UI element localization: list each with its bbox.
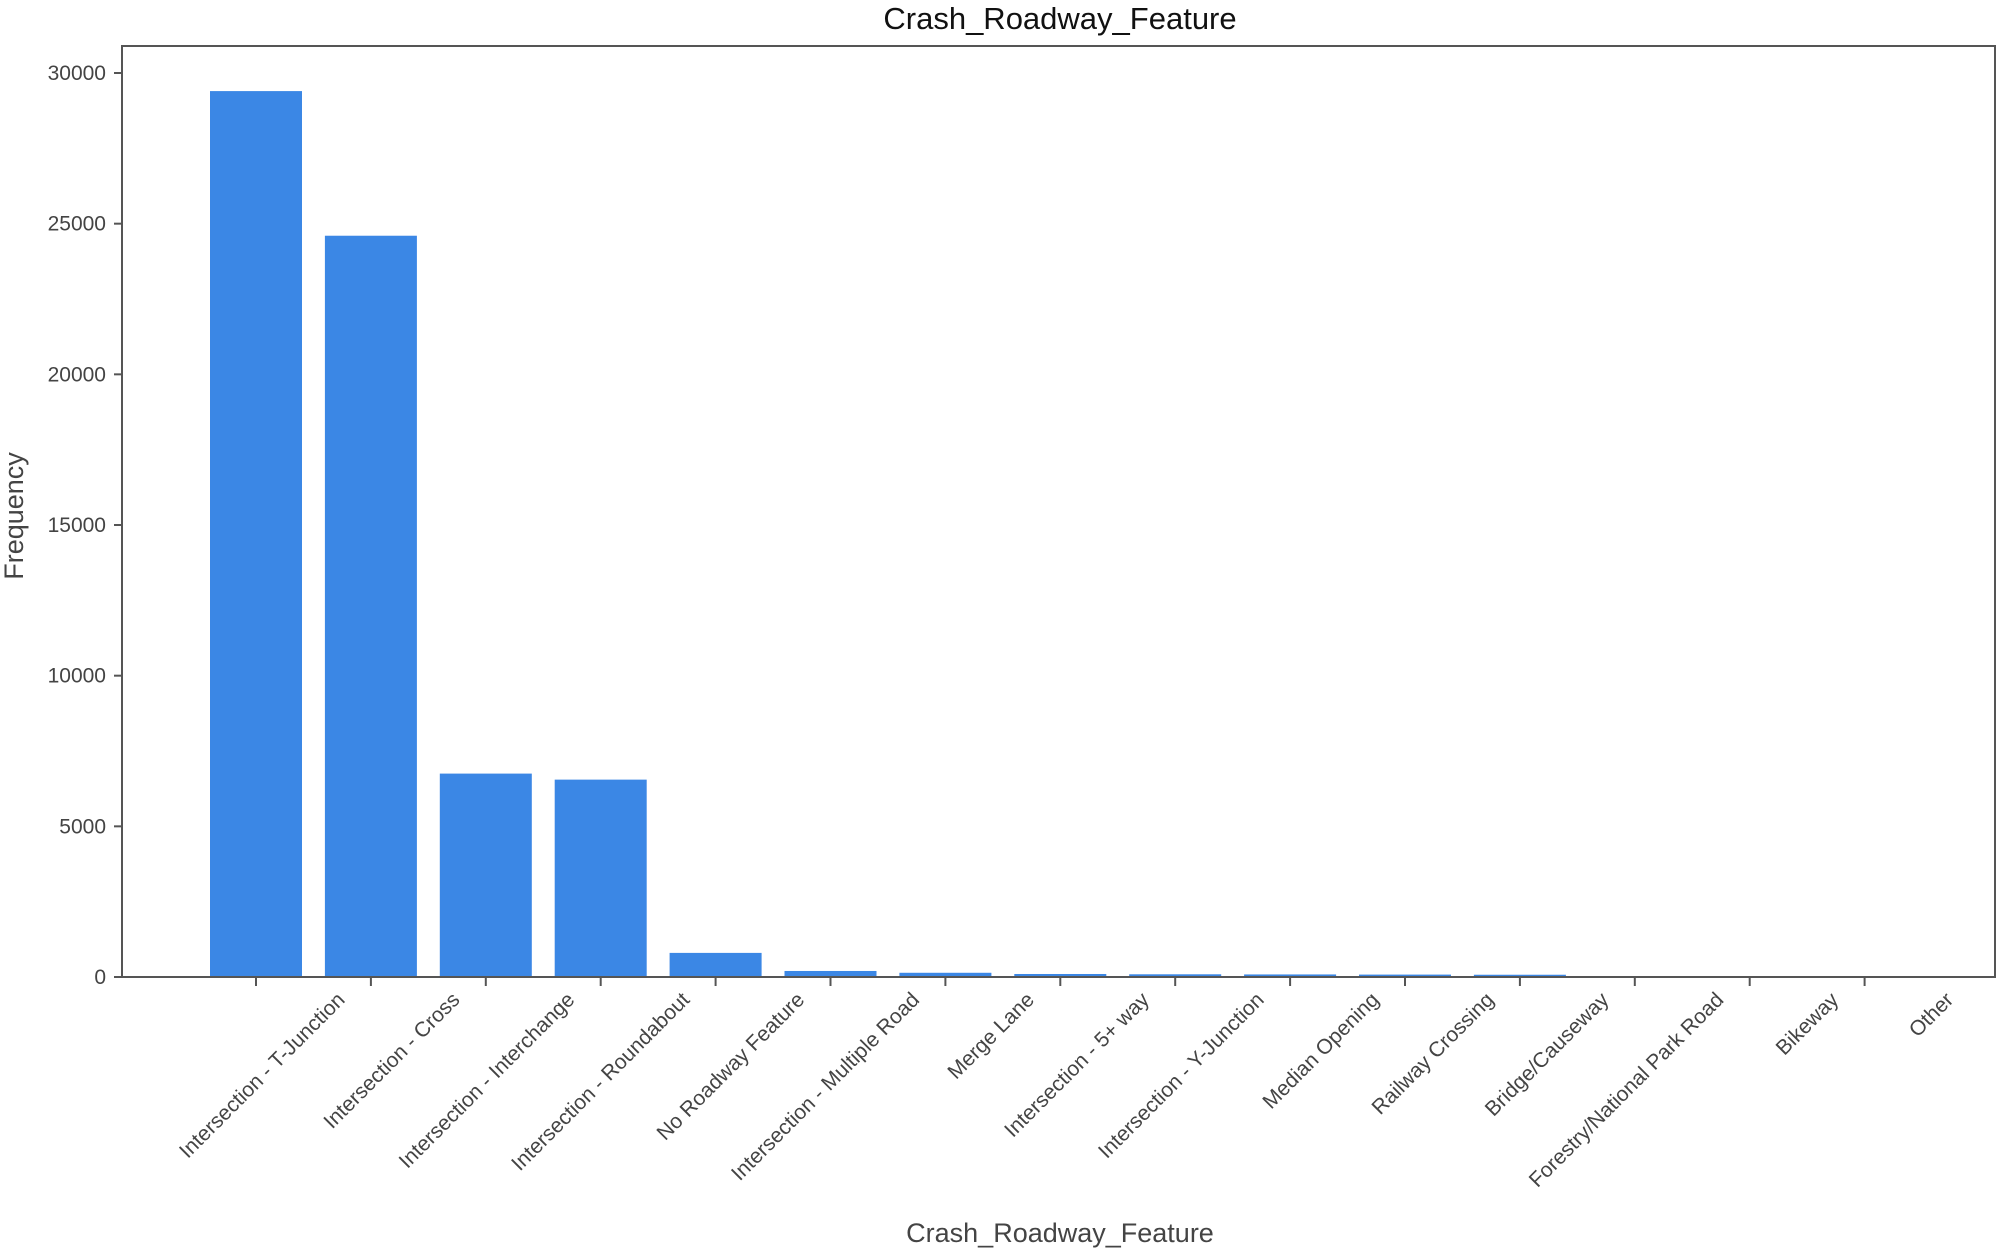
x-tick-label: Merge Lane <box>943 988 1039 1084</box>
y-axis-title: Frequency <box>0 452 29 580</box>
x-tick-label: Bikeway <box>1772 988 1844 1060</box>
x-axis: Intersection - T-Junction Intersection - … <box>175 977 1958 1192</box>
y-axis: 0 5000 10000 15000 20000 25000 30000 <box>48 62 122 989</box>
bar <box>325 236 417 977</box>
y-tick-label: 20000 <box>48 363 106 386</box>
x-tick-label: Intersection - T-Junction <box>175 988 349 1162</box>
y-tick-label: 15000 <box>48 514 106 537</box>
bar <box>670 953 762 977</box>
bars-layer <box>210 91 1911 977</box>
bar <box>555 780 647 977</box>
x-tick-label: Railway Crossing <box>1368 988 1499 1119</box>
y-tick-label: 10000 <box>48 665 106 688</box>
y-tick-label: 25000 <box>48 213 106 236</box>
y-tick-label: 30000 <box>48 62 106 85</box>
y-tick-label: 5000 <box>59 815 106 838</box>
x-tick-label: Intersection - Multiple Road <box>727 988 924 1185</box>
chart-title: Crash_Roadway_Feature <box>883 1 1236 36</box>
x-tick-label: Other <box>1905 988 1958 1041</box>
x-axis-title: Crash_Roadway_Feature <box>906 1218 1214 1248</box>
x-tick-label: Forestry/National Park Road <box>1525 988 1729 1192</box>
y-tick-label: 0 <box>94 966 106 989</box>
bar <box>210 91 302 977</box>
bar <box>440 774 532 977</box>
x-tick-label: Median Opening <box>1258 988 1383 1113</box>
x-tick-label: Bridge/Causeway <box>1481 988 1614 1121</box>
